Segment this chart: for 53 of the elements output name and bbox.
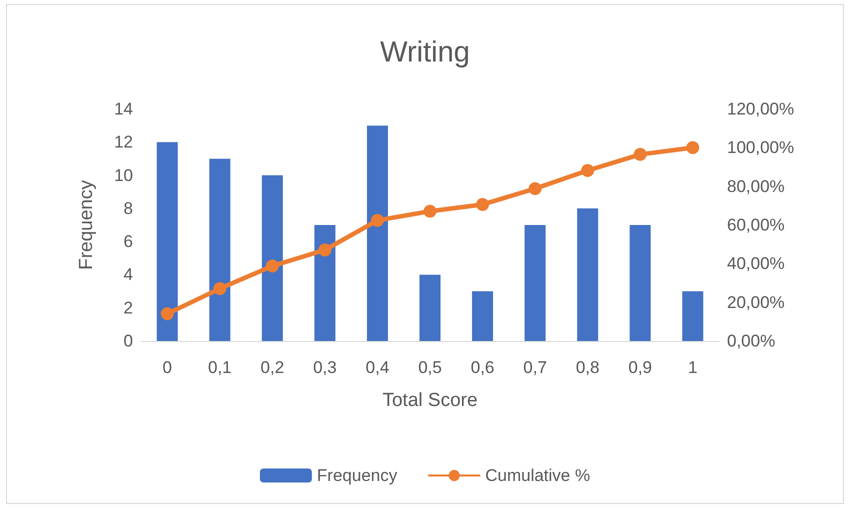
x-tick-label: 0,5 (418, 358, 442, 377)
x-tick-label: 1 (688, 358, 698, 377)
y2-tick-label: 60,00% (727, 216, 785, 234)
x-axis-title: Total Score (382, 390, 478, 411)
bar (682, 291, 704, 341)
x-tick-label: 0 (162, 358, 172, 377)
bar (577, 208, 598, 341)
point (370, 214, 384, 227)
x-tick-label: 0,6 (470, 358, 494, 377)
x-tick-label: 0,7 (523, 358, 547, 377)
y-tick-label: 14 (114, 100, 133, 118)
y-axis-title: Frequency (76, 180, 97, 270)
y-tick-label: 8 (124, 198, 133, 218)
point (476, 198, 490, 212)
legend-label: Frequency (316, 466, 398, 485)
y-tick-label: 10 (114, 166, 133, 185)
x-tick-label: 0,4 (366, 358, 390, 377)
point (634, 148, 647, 161)
point (424, 204, 436, 218)
y2-tick-label: 120,00% (727, 100, 794, 118)
y2-tick-label: 100,00% (727, 138, 794, 158)
bar (472, 291, 494, 341)
y2-tick-label: 80,00% (727, 176, 785, 196)
y2-tick-label: 0,00% (727, 332, 776, 350)
y-tick-label: 0 (124, 332, 133, 350)
y-tick-label: 12 (114, 132, 133, 152)
point (213, 282, 226, 296)
y2-tick-label: 40,00% (727, 254, 785, 274)
bar (314, 225, 336, 341)
bar (209, 158, 230, 341)
point (266, 259, 279, 272)
x-tick-label: 0,3 (313, 358, 337, 377)
bar (262, 175, 283, 341)
point (160, 307, 174, 320)
legend-label: Cumulative % (485, 466, 590, 485)
y-tick-label: 4 (124, 265, 133, 284)
bar (630, 225, 651, 341)
x-tick-label: 0,8 (576, 358, 600, 377)
y-tick-label: 2 (124, 298, 133, 318)
y2-tick-label: 20,00% (727, 292, 785, 312)
x-tick-label: 0,1 (208, 358, 232, 377)
point (686, 141, 700, 154)
x-tick-label: 0,9 (628, 358, 652, 377)
x-tick-label: 0,2 (260, 358, 284, 377)
bar (156, 142, 178, 341)
bar (524, 225, 546, 341)
point (318, 243, 332, 256)
y-tick-label: 6 (124, 232, 133, 252)
chart-title: Writing (380, 36, 470, 68)
bar (366, 126, 388, 341)
bar (419, 274, 441, 341)
point (581, 164, 594, 177)
point (528, 182, 542, 196)
